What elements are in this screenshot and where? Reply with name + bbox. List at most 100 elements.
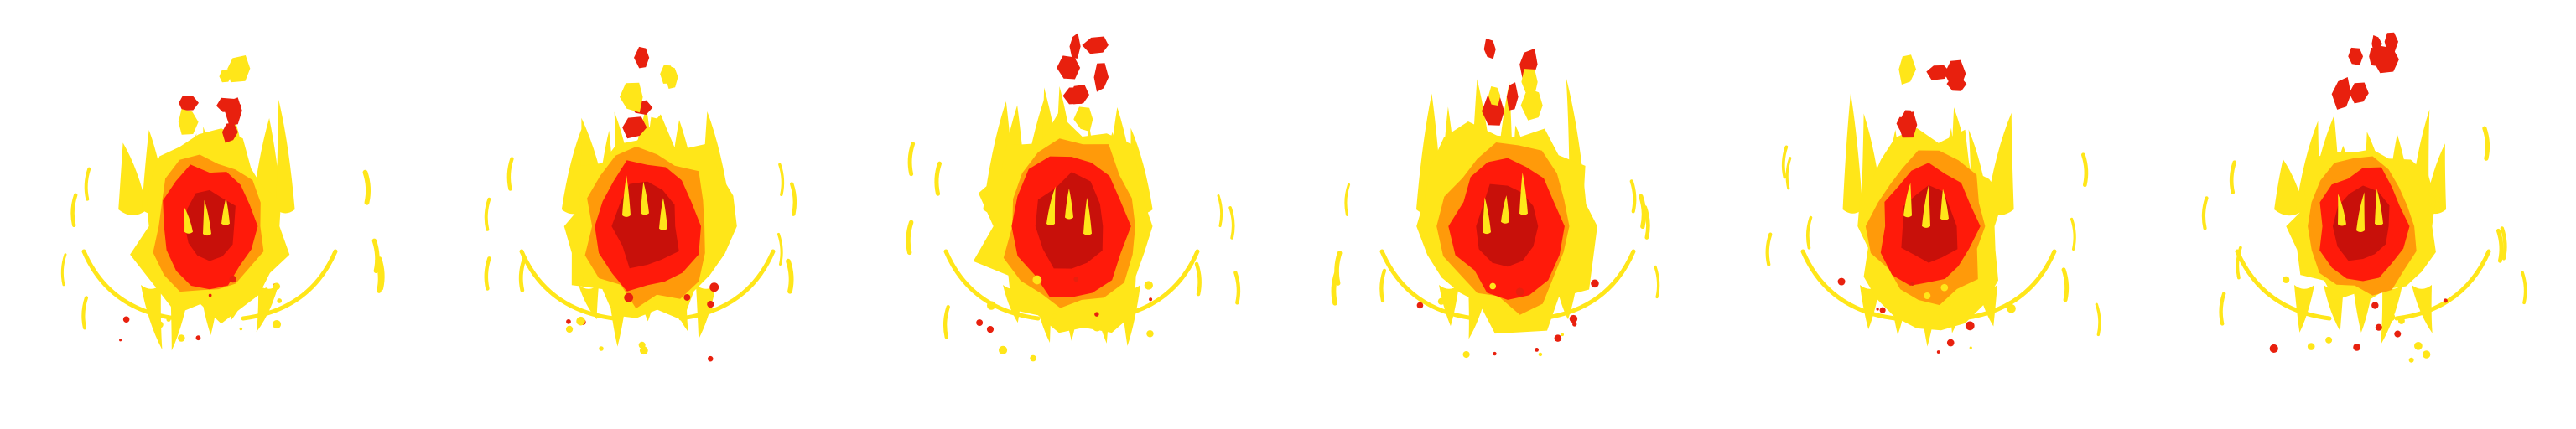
- spark-streak: [84, 167, 91, 201]
- spark-streak: [1228, 206, 1235, 240]
- spark-dot: [1092, 322, 1102, 332]
- spark-dot: [2325, 336, 2333, 344]
- ember-chunk: [1069, 33, 1081, 59]
- flame-tongue: [141, 285, 163, 350]
- spark-streak: [786, 258, 794, 294]
- spark-dot: [986, 301, 996, 310]
- explosion-frame: [859, 0, 1288, 429]
- spark-streak: [1379, 268, 1387, 303]
- spark-dot: [156, 321, 164, 328]
- spark-streak: [1639, 194, 1647, 230]
- spark-dot: [208, 293, 212, 297]
- ember-chunk: [1483, 38, 1496, 59]
- ember-chunk: [1482, 96, 1504, 126]
- spark-dot: [273, 282, 281, 291]
- spark-dot: [1144, 281, 1153, 290]
- ember-chunk: [649, 116, 664, 145]
- ember-chunk: [1057, 55, 1081, 80]
- ember-chunk: [2331, 77, 2351, 110]
- spark-streak: [60, 253, 67, 287]
- explosion-sprite: [906, 33, 1241, 362]
- spark-dot: [576, 316, 585, 326]
- spark-streak: [778, 163, 785, 197]
- spark-dot: [1924, 292, 1931, 300]
- spark-dot: [272, 319, 282, 329]
- spark-dot: [624, 292, 634, 302]
- explosion-sprite: [484, 46, 797, 362]
- core-highlight: [1065, 188, 1073, 220]
- spark-dot: [2414, 341, 2423, 350]
- explosion-frame: [0, 0, 429, 429]
- spark-streak: [1334, 251, 1343, 286]
- spark-dot: [1910, 282, 1915, 286]
- spark-streak: [906, 220, 914, 256]
- ember-chunk: [620, 82, 643, 113]
- spark-dot: [1462, 350, 1470, 359]
- ember-chunk: [2384, 32, 2398, 53]
- spark-streak: [518, 257, 527, 292]
- spark-dot: [1030, 354, 1036, 362]
- explosion-sprite: [1331, 38, 1660, 359]
- spark-dot: [1535, 348, 1540, 352]
- spark-streak: [2500, 226, 2507, 261]
- core-highlight: [184, 206, 193, 234]
- spark-dot: [2408, 357, 2414, 363]
- spark-dot: [2375, 323, 2382, 331]
- flame-tongue: [1860, 285, 1880, 329]
- ember-chunk: [622, 116, 647, 139]
- flame-swoosh: [81, 249, 179, 321]
- flame-swoosh: [2235, 249, 2332, 321]
- spark-streak: [776, 232, 783, 266]
- spark-streak: [484, 197, 491, 231]
- spark-dot: [1569, 314, 1578, 323]
- core-highlight: [641, 181, 649, 215]
- spark-streak: [362, 169, 371, 205]
- spark-dot: [1052, 313, 1057, 319]
- spark-streak: [484, 256, 491, 291]
- spark-dot: [1416, 302, 1424, 309]
- spark-dot: [707, 300, 714, 308]
- core-highlight: [221, 198, 230, 225]
- spark-dot: [707, 355, 714, 362]
- spark-streak: [907, 142, 916, 177]
- spark-dot: [1554, 334, 1562, 342]
- spark-streak: [934, 161, 943, 196]
- spark-streak: [1344, 183, 1351, 216]
- spark-streak: [70, 193, 78, 228]
- core-highlight: [1083, 197, 1092, 235]
- spark-dot: [1572, 322, 1577, 327]
- core-highlight: [1903, 183, 1912, 218]
- flame-tongue: [2412, 285, 2433, 333]
- ember-chunk: [216, 97, 242, 112]
- ember-chunk: [1926, 65, 1950, 80]
- spark-dot: [2386, 313, 2396, 322]
- ember-chunk: [1070, 85, 1089, 105]
- spark-dot: [1965, 321, 1975, 331]
- spark-dot: [229, 275, 236, 283]
- ember-chunk: [179, 96, 199, 111]
- spark-dot: [119, 339, 122, 342]
- spark-dot: [566, 318, 571, 324]
- explosion-sprite: [60, 55, 385, 351]
- ember-chunk: [634, 46, 650, 69]
- spark-streak: [2236, 246, 2242, 280]
- ember-chunk: [1093, 63, 1109, 92]
- spark-dot: [2371, 302, 2379, 309]
- ember-chunk: [2372, 45, 2399, 74]
- spark-streak: [506, 157, 514, 191]
- spark-dot: [1094, 312, 1099, 317]
- spark-dot: [277, 298, 283, 303]
- spark-dot: [1149, 297, 1153, 302]
- spark-dot: [2269, 344, 2278, 354]
- spark-dot: [639, 346, 648, 355]
- ember-chunk: [1898, 54, 1916, 85]
- flame-swoosh: [1800, 249, 1898, 321]
- flame-tongue: [276, 99, 295, 214]
- flame-tongue: [2294, 285, 2314, 333]
- flame-swoosh: [1960, 249, 2057, 321]
- spark-dot: [2443, 298, 2448, 303]
- spark-dot: [1505, 307, 1514, 316]
- spark-dot: [1030, 302, 1034, 306]
- spark-dot: [2397, 317, 2405, 324]
- core-highlight: [2375, 189, 2383, 225]
